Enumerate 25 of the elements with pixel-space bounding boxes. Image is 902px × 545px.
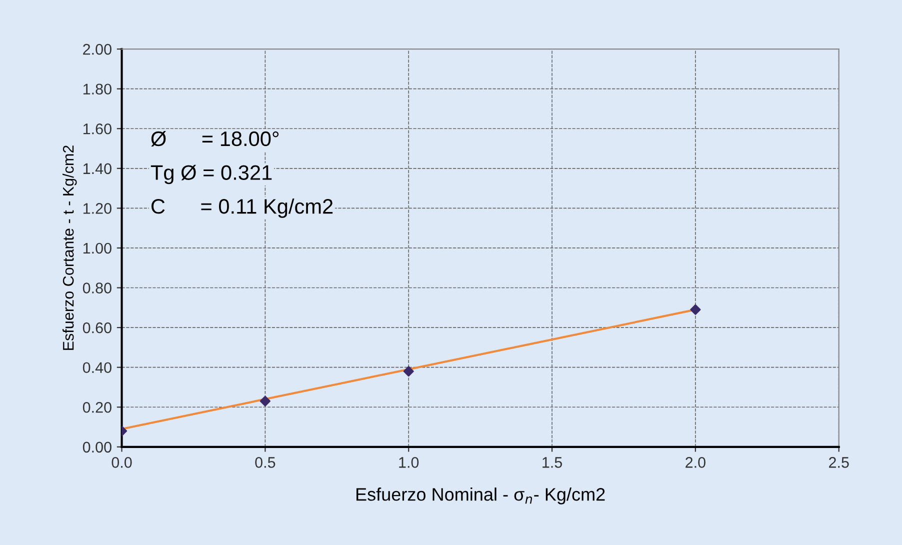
x-tick-label: 0.5 bbox=[255, 457, 276, 468]
y-tick-label: 0.80 bbox=[82, 282, 112, 294]
y-tick-label: 0.00 bbox=[82, 442, 112, 453]
x-axis-title: Esfuerzo Nominal - σ$_{n}$- Kg/cm2 bbox=[356, 488, 605, 504]
y-tick-label: 1.80 bbox=[83, 84, 112, 95]
point bbox=[260, 396, 270, 406]
y-tick-label: 2.00 bbox=[83, 44, 112, 55]
x-tick-label: 2.5 bbox=[829, 457, 849, 468]
y-tick-label: 1.60 bbox=[83, 123, 112, 134]
y-tick-label: 1.40 bbox=[83, 163, 112, 174]
y-tick-label: 0.40 bbox=[82, 362, 112, 374]
annotation: C = 0.11 Kg/cm2 bbox=[152, 198, 333, 218]
y-tick-label: 0.60 bbox=[82, 322, 112, 334]
x-tick-label: 0.0 bbox=[112, 457, 132, 468]
y-axis-title: Esfuerzo Cortante - t - Kg/cm2 bbox=[62, 146, 77, 350]
x-tick-label: 1.5 bbox=[542, 457, 562, 468]
annotation: Tg Ø = 0.321 bbox=[150, 164, 272, 184]
annotation: Ø = 18.00° bbox=[151, 131, 279, 146]
y-tick-label: 1.20 bbox=[83, 203, 112, 214]
y-tick-label: 1.00 bbox=[83, 242, 112, 254]
x-tick-label: 1.0 bbox=[399, 457, 419, 468]
point bbox=[690, 304, 701, 315]
y-tick-label: 0.20 bbox=[82, 402, 112, 413]
point bbox=[403, 366, 414, 377]
x-tick-label: 2.0 bbox=[686, 457, 706, 468]
